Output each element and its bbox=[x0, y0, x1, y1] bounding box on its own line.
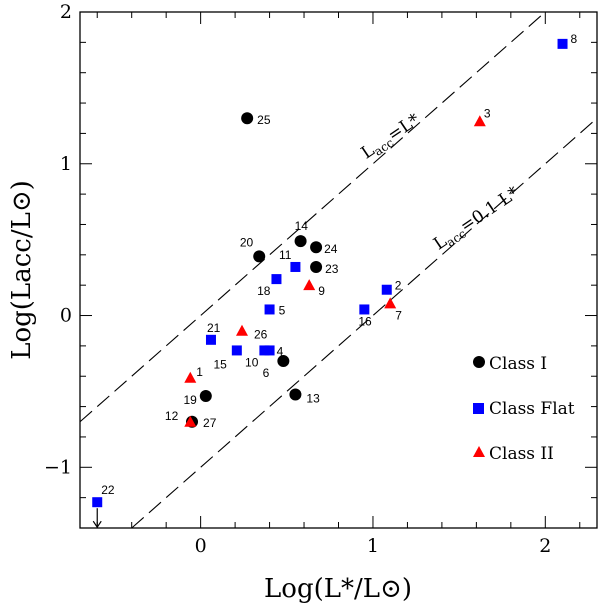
x-tick-label: 1 bbox=[367, 535, 379, 557]
y-tick-label: 2 bbox=[60, 1, 72, 23]
point-10 bbox=[259, 345, 270, 356]
x-tick-label: 0 bbox=[195, 535, 207, 557]
y-axis-label: Log(Lacc/L⊙) bbox=[7, 180, 37, 360]
legend: Class I Class Flat Class II bbox=[473, 354, 575, 464]
point-12 bbox=[184, 415, 197, 427]
reference-line-label-tenth: Lacc=0.1 L* bbox=[430, 183, 524, 257]
point-7 bbox=[384, 297, 397, 309]
upper-limit-arrowhead bbox=[92, 520, 102, 529]
point-24 bbox=[310, 241, 323, 254]
point-label-22: 22 bbox=[101, 483, 115, 497]
reference-line-tenth bbox=[131, 117, 598, 529]
point-label-27: 27 bbox=[203, 416, 217, 430]
point-14 bbox=[294, 235, 307, 248]
point-label-15: 15 bbox=[213, 357, 227, 371]
point-label-24: 24 bbox=[324, 242, 338, 256]
point-3 bbox=[473, 115, 486, 127]
point-20 bbox=[253, 250, 266, 263]
point-9 bbox=[303, 279, 316, 291]
legend-label-class-flat: Class Flat bbox=[489, 399, 575, 419]
point-label-13: 13 bbox=[306, 391, 320, 405]
point-label-1: 1 bbox=[196, 365, 203, 379]
point-label-14: 14 bbox=[295, 219, 309, 233]
point-label-20: 20 bbox=[240, 235, 254, 249]
point-label-3: 3 bbox=[484, 106, 491, 120]
point-11 bbox=[290, 261, 301, 272]
legend-marker-class-flat bbox=[473, 403, 484, 414]
point-22 bbox=[92, 497, 103, 508]
point-label-12: 12 bbox=[165, 409, 179, 423]
point-label-19: 19 bbox=[183, 393, 197, 407]
point-label-4: 4 bbox=[277, 344, 284, 358]
point-4 bbox=[264, 345, 275, 356]
point-5 bbox=[264, 304, 275, 315]
point-8 bbox=[557, 38, 568, 49]
point-label-5: 5 bbox=[279, 303, 286, 317]
x-tick-label: 2 bbox=[539, 535, 551, 557]
point-label-9: 9 bbox=[318, 284, 325, 298]
legend-marker-class-i bbox=[473, 356, 485, 368]
point-6 bbox=[277, 355, 290, 368]
point-label-26: 26 bbox=[254, 328, 268, 342]
point-2 bbox=[381, 284, 392, 295]
point-26 bbox=[235, 324, 248, 336]
point-1 bbox=[184, 371, 197, 383]
reference-line-label-equal: Lacc=L* bbox=[358, 110, 425, 165]
point-19 bbox=[199, 389, 212, 402]
point-label-7: 7 bbox=[395, 308, 402, 322]
point-25 bbox=[241, 112, 254, 125]
point-16 bbox=[359, 304, 370, 315]
point-23 bbox=[310, 260, 323, 273]
legend-marker-class-ii bbox=[473, 446, 485, 457]
point-label-8: 8 bbox=[571, 32, 578, 46]
x-axis-label: Log(L*/L⊙) bbox=[264, 574, 412, 604]
point-21 bbox=[205, 334, 216, 345]
point-13 bbox=[289, 388, 302, 401]
point-label-16: 16 bbox=[358, 314, 372, 328]
point-label-21: 21 bbox=[207, 321, 221, 335]
legend-label-class-i: Class I bbox=[489, 354, 547, 374]
point-label-10: 10 bbox=[245, 355, 259, 369]
point-label-11: 11 bbox=[279, 248, 292, 262]
y-tick-label: −1 bbox=[44, 456, 72, 478]
legend-label-class-ii: Class II bbox=[489, 444, 554, 464]
y-tick-label: 0 bbox=[60, 305, 72, 327]
point-label-18: 18 bbox=[257, 284, 271, 298]
point-label-23: 23 bbox=[325, 262, 339, 276]
point-18 bbox=[271, 274, 282, 285]
reference-line-equal bbox=[79, 11, 546, 423]
point-label-6: 6 bbox=[263, 366, 270, 380]
y-tick-label: 1 bbox=[60, 153, 72, 175]
point-label-25: 25 bbox=[257, 113, 271, 127]
point-15 bbox=[231, 345, 242, 356]
point-label-2: 2 bbox=[395, 279, 402, 293]
